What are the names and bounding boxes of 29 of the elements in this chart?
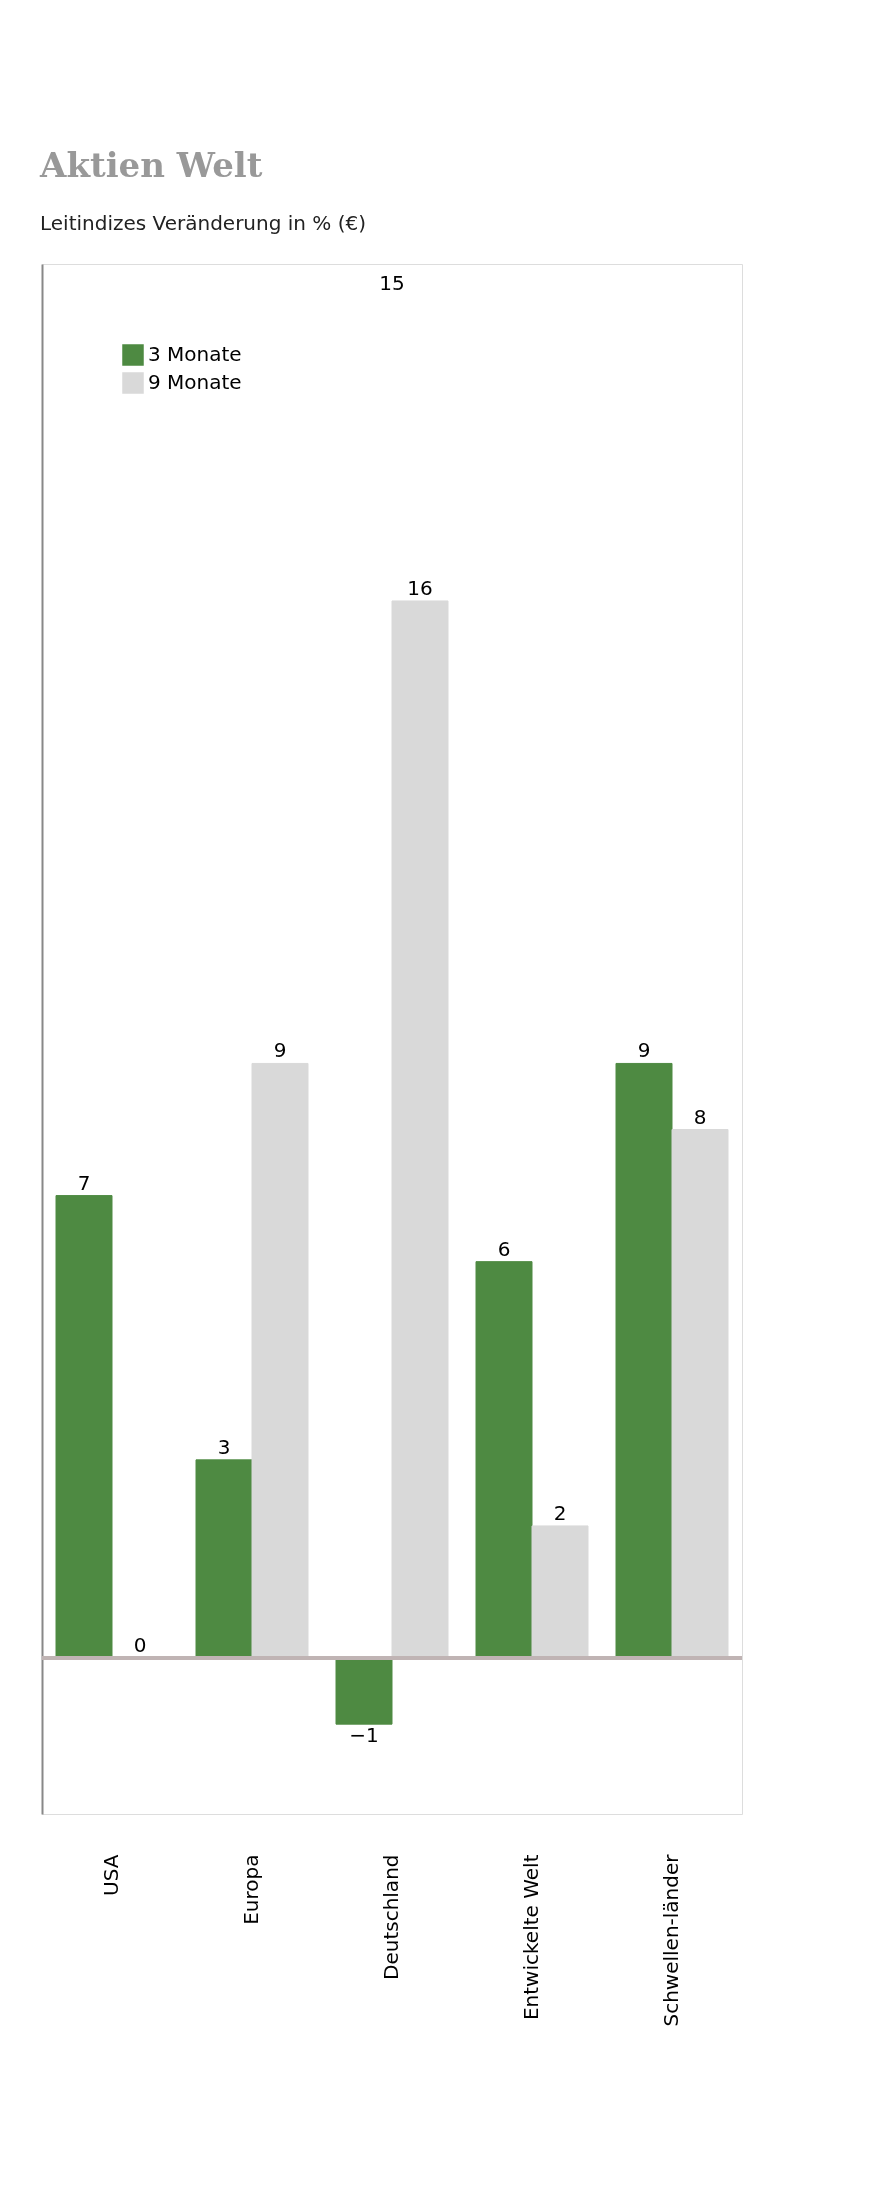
bar <box>475 1261 533 1659</box>
bar <box>251 1062 309 1659</box>
bar <box>391 600 449 1659</box>
data-label: 9 <box>637 1038 651 1063</box>
data-label: 0 <box>133 1633 147 1658</box>
bar <box>55 1195 113 1659</box>
data-label: 9 <box>273 1038 287 1063</box>
chart-subtitle: Leitindizes Veränderung in % (€) <box>40 211 367 235</box>
x-tick-label: Schwellen-länder <box>659 1853 683 2027</box>
x-tick-label: Deutschland <box>379 1854 403 1980</box>
bar <box>531 1525 589 1659</box>
data-label: 6 <box>497 1236 511 1261</box>
text: 15 <box>379 271 405 295</box>
bar <box>615 1062 673 1659</box>
data-label: −1 <box>349 1723 379 1748</box>
data-label: 16 <box>407 575 433 600</box>
x-tick-label: Entwickelte Welt <box>519 1854 543 2021</box>
x-tick-label: USA <box>99 1854 123 1896</box>
data-label: 2 <box>553 1500 567 1525</box>
data-label: 7 <box>77 1170 91 1195</box>
bar <box>671 1129 729 1659</box>
legend-label: 3 Monate <box>148 342 242 366</box>
legend-label: 9 Monate <box>148 370 242 394</box>
chart-title: Aktien Welt <box>39 145 263 185</box>
x-tick-label: Europa <box>239 1854 263 1925</box>
bar <box>335 1657 393 1725</box>
data-label: 3 <box>217 1434 231 1459</box>
bar <box>195 1459 253 1659</box>
data-label: 8 <box>693 1104 707 1129</box>
